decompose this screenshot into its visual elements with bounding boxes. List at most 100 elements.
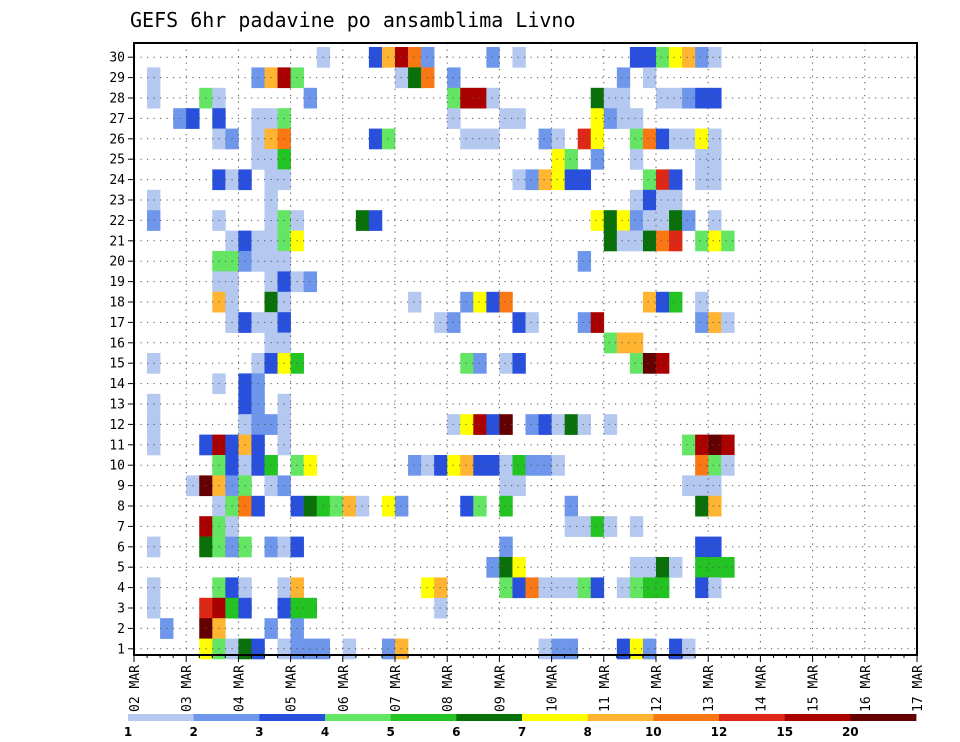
legend-label: 1: [124, 725, 132, 739]
heatmap-cell: [486, 291, 500, 313]
heatmap-cell: [642, 210, 657, 231]
heatmap-cell: [708, 495, 722, 517]
y-tick-label: 16: [109, 336, 125, 351]
heatmap-cell: [577, 312, 592, 333]
heatmap-cell: [695, 230, 709, 252]
heatmap-cell: [669, 169, 683, 191]
heatmap-cell: [708, 149, 722, 170]
heatmap-cell: [434, 312, 448, 333]
y-tick-label: 10: [109, 459, 125, 474]
heatmap-cell: [695, 475, 709, 497]
legend-label: 10: [645, 725, 662, 739]
heatmap-cell: [642, 353, 657, 374]
heatmap-cell: [434, 577, 448, 599]
legend-label: 5: [387, 725, 395, 739]
heatmap-cell: [629, 557, 644, 578]
legend-label: 6: [452, 725, 460, 739]
heatmap-cell: [708, 577, 722, 599]
heatmap-cell: [695, 495, 709, 517]
heatmap-cell: [486, 47, 500, 68]
heatmap-cell: [499, 495, 513, 517]
heatmap-cell: [499, 108, 513, 129]
heatmap-cell: [708, 557, 722, 578]
heatmap-cell: [642, 169, 657, 191]
heatmap-cell: [512, 557, 526, 578]
heatmap-cell: [551, 128, 565, 150]
y-tick-label: 29: [109, 71, 125, 86]
heatmap-cell: [616, 87, 631, 109]
heatmap-cell: [656, 210, 670, 231]
heatmap-cell: [564, 516, 578, 537]
x-tick-label: 15 MAR: [807, 665, 822, 712]
heatmap-cell: [447, 312, 461, 333]
heatmap-cell: [447, 67, 461, 89]
heatmap-cell: [486, 87, 500, 109]
heatmap-cell: [538, 577, 552, 599]
heatmap-cell: [708, 230, 722, 252]
y-tick-label: 2: [117, 622, 125, 637]
heatmap-cell: [564, 495, 578, 517]
heatmap-cell: [695, 434, 709, 456]
y-tick-label: 8: [117, 500, 125, 515]
heatmap-cell: [669, 557, 683, 578]
heatmap-cell: [447, 108, 461, 129]
y-tick-label: 17: [109, 316, 125, 331]
heatmap-cell: [629, 516, 644, 537]
heatmap-cell: [656, 47, 670, 68]
y-tick-label: 11: [109, 438, 125, 453]
heatmap-cell: [590, 128, 605, 150]
heatmap-cell: [551, 149, 565, 170]
heatmap-cell: [460, 87, 474, 109]
x-tick-label: 12 MAR: [650, 665, 665, 712]
heatmap-cell: [512, 353, 526, 374]
heatmap-cell: [642, 67, 657, 89]
y-tick-label: 28: [109, 92, 125, 107]
heatmap-cell: [708, 87, 722, 109]
heatmap-cell: [421, 67, 435, 89]
heatmap-cell: [408, 455, 422, 476]
heatmap-cell: [682, 87, 696, 109]
legend-swatch: [456, 714, 523, 721]
heatmap-cell: [629, 47, 644, 68]
heatmap-cell: [486, 455, 500, 476]
heatmap-cell: [499, 475, 513, 497]
heatmap-cell: [682, 128, 696, 150]
heatmap-cell: [512, 108, 526, 129]
x-tick-label: 04 MAR: [232, 665, 247, 712]
y-tick-label: 14: [109, 377, 125, 392]
heatmap-cell: [551, 577, 565, 599]
y-tick-label: 5: [117, 561, 125, 576]
legend-swatch: [325, 714, 392, 721]
y-tick-label: 15: [109, 357, 125, 372]
heatmap-cell: [577, 577, 592, 599]
heatmap-cell: [421, 47, 435, 68]
heatmap-cell: [721, 455, 735, 476]
y-tick-label: 25: [109, 153, 125, 168]
heatmap-cell: [616, 230, 631, 252]
heatmap-cell: [708, 455, 722, 476]
heatmap-cell: [721, 230, 735, 252]
y-tick-label: 13: [109, 398, 125, 413]
heatmap-cell: [564, 414, 578, 435]
heatmap-cell: [564, 169, 578, 191]
x-tick-label: 02 MAR: [128, 665, 143, 712]
y-tick-label: 21: [109, 234, 125, 249]
heatmap-cell: [525, 414, 539, 435]
heatmap-cell: [538, 638, 552, 660]
heatmap-cell: [499, 455, 513, 476]
heatmap-cell: [629, 149, 644, 170]
heatmap-cell: [695, 536, 709, 558]
heatmap-cell: [695, 312, 709, 333]
heatmap-cell: [447, 455, 461, 476]
heatmap-cell: [473, 455, 487, 476]
heatmap-cell: [629, 230, 644, 252]
x-tick-label: 09 MAR: [493, 665, 508, 712]
x-tick-label: 07 MAR: [389, 665, 404, 712]
y-tick-label: 4: [117, 581, 125, 596]
legend-swatch: [719, 714, 786, 721]
heatmap-cell: [590, 149, 605, 170]
heatmap-cell: [590, 87, 605, 109]
color-legend: 1 2 3 4 5 6 7 8 10 12 15 20: [124, 714, 917, 739]
heatmap-cell: [551, 455, 565, 476]
heatmap-cell: [708, 312, 722, 333]
